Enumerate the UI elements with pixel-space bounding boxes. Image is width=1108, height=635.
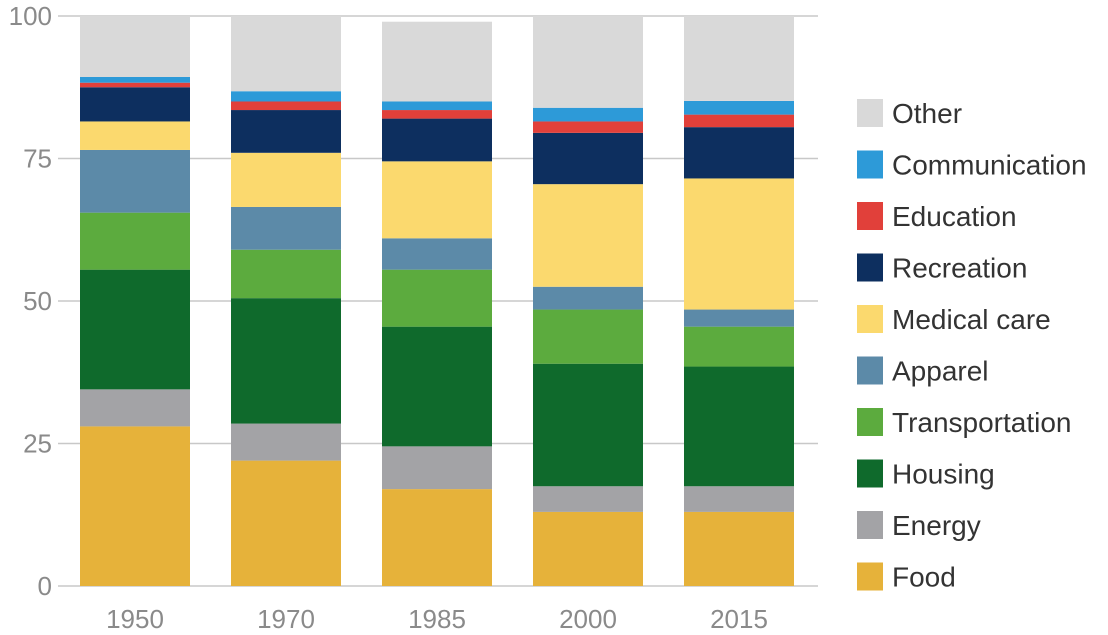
bar-segment-food-2000 — [533, 511, 643, 586]
bar-segment-energy-2000 — [533, 486, 643, 512]
bar-segment-food-1985 — [382, 489, 492, 586]
bar-segment-apparel-1985 — [382, 238, 492, 270]
bar-segment-communication-1950 — [80, 76, 190, 83]
legend-swatch-housing — [857, 459, 883, 488]
bar-segment-medical-care-1950 — [80, 121, 190, 150]
legend: Other Communication Education Recreation Med… — [857, 98, 1087, 593]
bar-segment-apparel-2015 — [684, 309, 794, 327]
bar-segment-transportation-1985 — [382, 269, 492, 327]
x-tick-label: 2015 — [710, 604, 768, 634]
legend-swatch-food — [857, 562, 883, 591]
bar-segment-energy-1985 — [382, 446, 492, 490]
bar-segment-other-1985 — [382, 21, 492, 102]
x-tick-label: 1950 — [106, 604, 164, 634]
legend-label-education: Education — [892, 201, 1017, 232]
bar-segment-other-1950 — [80, 16, 190, 77]
bar-segment-recreation-2015 — [684, 127, 794, 179]
bar-segment-medical-care-2000 — [533, 184, 643, 287]
bar-segment-other-2000 — [533, 16, 643, 108]
legend-label-housing: Housing — [892, 459, 995, 490]
legend-swatch-medical-care — [857, 305, 883, 333]
legend-swatch-energy — [857, 511, 883, 539]
legend-label-energy: Energy — [892, 510, 981, 541]
bar-segment-transportation-1950 — [80, 212, 190, 270]
bar-segment-communication-1970 — [231, 91, 341, 102]
bar-segment-communication-1985 — [382, 101, 492, 111]
bar-segment-recreation-1985 — [382, 118, 492, 162]
bar-segment-food-1950 — [80, 426, 190, 586]
bar-segment-transportation-1970 — [231, 249, 341, 299]
x-axis: 1950 1970 1985 2000 2015 — [106, 604, 768, 634]
y-axis: 0 25 50 75 100 — [9, 1, 52, 601]
y-tick-label: 25 — [23, 429, 52, 459]
bar-segment-food-1970 — [231, 460, 341, 586]
bar-segment-housing-1970 — [231, 298, 341, 424]
bar-segment-transportation-2000 — [533, 309, 643, 364]
bar-segment-housing-2015 — [684, 366, 794, 487]
legend-label-transportation: Transportation — [892, 407, 1072, 438]
bar-segment-communication-2015 — [684, 100, 794, 115]
bar-segment-transportation-2015 — [684, 326, 794, 367]
bar-segment-medical-care-1985 — [382, 161, 492, 239]
bar-segment-food-2015 — [684, 511, 794, 586]
bar-segment-apparel-1950 — [80, 149, 190, 213]
bar-segment-education-1985 — [382, 110, 492, 119]
bar-segment-apparel-2000 — [533, 286, 643, 310]
legend-swatch-apparel — [857, 356, 883, 385]
x-tick-label: 1970 — [257, 604, 315, 634]
bar-segment-energy-2015 — [684, 486, 794, 512]
legend-swatch-education — [857, 202, 883, 230]
bar-segment-energy-1970 — [231, 423, 341, 461]
bars — [80, 16, 794, 586]
y-tick-label: 0 — [38, 571, 52, 601]
legend-label-other: Other — [892, 98, 962, 129]
bar-segment-recreation-1970 — [231, 110, 341, 153]
bar-segment-apparel-1970 — [231, 206, 341, 250]
legend-swatch-other — [857, 99, 883, 127]
legend-label-recreation: Recreation — [892, 253, 1027, 284]
legend-swatch-transportation — [857, 408, 883, 436]
bar-segment-education-2015 — [684, 114, 794, 128]
bar-segment-communication-2000 — [533, 107, 643, 122]
legend-label-food: Food — [892, 562, 956, 593]
bar-segment-education-1970 — [231, 101, 341, 111]
bar-segment-recreation-1950 — [80, 87, 190, 122]
legend-label-apparel: Apparel — [892, 356, 989, 387]
bar-segment-medical-care-1970 — [231, 152, 341, 207]
bar-segment-housing-1950 — [80, 269, 190, 390]
legend-swatch-communication — [857, 150, 883, 179]
y-tick-label: 75 — [23, 144, 52, 174]
legend-label-communication: Communication — [892, 150, 1087, 181]
x-tick-label: 2000 — [559, 604, 617, 634]
legend-label-medical-care: Medical care — [892, 304, 1051, 335]
legend-swatch-recreation — [857, 253, 883, 282]
bar-segment-recreation-2000 — [533, 132, 643, 185]
y-tick-label: 50 — [23, 286, 52, 316]
bar-segment-medical-care-2015 — [684, 178, 794, 310]
x-tick-label: 1985 — [408, 604, 466, 634]
bar-segment-housing-2000 — [533, 363, 643, 487]
bar-segment-housing-1985 — [382, 326, 492, 447]
bar-segment-education-1950 — [80, 82, 190, 88]
bar-segment-energy-1950 — [80, 389, 190, 427]
y-tick-label: 100 — [9, 1, 52, 31]
bar-segment-other-2015 — [684, 16, 794, 101]
bar-segment-other-1970 — [231, 16, 341, 92]
bar-segment-education-2000 — [533, 121, 643, 133]
